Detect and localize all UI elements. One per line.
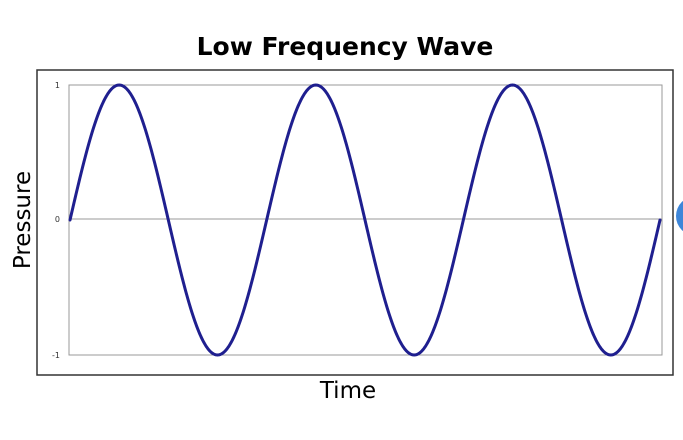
y-tick-label-minus-1: -1	[52, 351, 60, 360]
y-tick-label-1: 1	[55, 81, 60, 90]
y-tick-label-0: 0	[55, 215, 60, 224]
y-axis-label: Pressure	[10, 171, 36, 269]
wave-series-line	[68, 83, 662, 357]
x-axis-label: Time	[319, 378, 376, 404]
chart-title: Low Frequency Wave	[197, 32, 494, 61]
blue-dot-marker	[676, 196, 683, 236]
chart-frame	[36, 69, 674, 376]
